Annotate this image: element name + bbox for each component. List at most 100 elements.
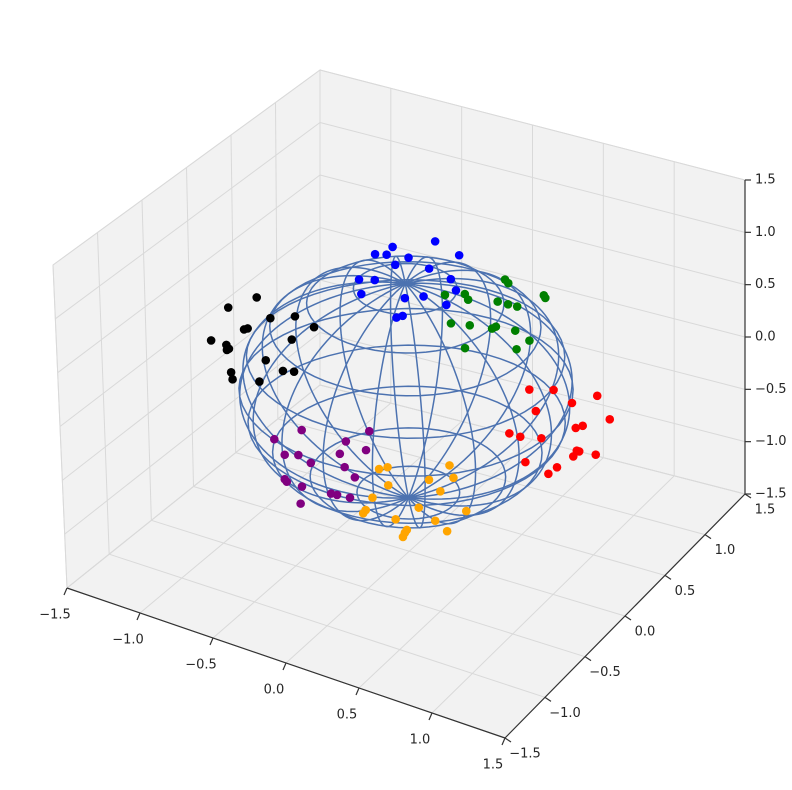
point xyxy=(446,319,456,328)
point xyxy=(270,434,279,444)
y-tick xyxy=(664,574,672,580)
point xyxy=(335,449,345,459)
point xyxy=(390,260,400,270)
point xyxy=(525,336,534,345)
point xyxy=(446,274,456,284)
point xyxy=(493,297,502,306)
wireframe-line xyxy=(238,307,574,477)
point xyxy=(354,275,364,284)
point xyxy=(255,377,264,386)
point xyxy=(503,278,513,288)
wireframe-line xyxy=(271,385,543,525)
point xyxy=(368,493,377,502)
point xyxy=(512,344,521,354)
point xyxy=(592,391,602,401)
y-tick xyxy=(704,534,712,540)
point xyxy=(287,335,297,344)
y-tick xyxy=(624,615,632,621)
point xyxy=(591,450,601,459)
z-tick-label: −1.0 xyxy=(755,434,787,449)
grid-line xyxy=(55,122,321,320)
point xyxy=(419,292,428,301)
point xyxy=(278,366,288,376)
point xyxy=(224,344,234,354)
y-tick xyxy=(544,696,552,702)
y-tick-label: 0.0 xyxy=(635,625,656,640)
point xyxy=(223,303,233,312)
point xyxy=(297,425,306,435)
point xyxy=(572,446,582,455)
point xyxy=(449,473,458,483)
point xyxy=(361,445,371,455)
point xyxy=(521,457,530,467)
point xyxy=(578,421,588,431)
point xyxy=(460,343,470,353)
z-tick-label: 1.5 xyxy=(755,173,776,188)
point xyxy=(282,477,292,487)
wireframe-line xyxy=(247,344,567,507)
point xyxy=(503,300,513,309)
point xyxy=(436,486,445,496)
point xyxy=(206,336,216,345)
point xyxy=(491,322,501,331)
x-tick-label: 0.5 xyxy=(337,708,358,723)
point xyxy=(567,398,577,408)
point xyxy=(243,324,252,333)
point xyxy=(289,367,299,376)
grid-line xyxy=(66,384,321,589)
point xyxy=(294,450,303,460)
grid-line xyxy=(319,122,746,233)
grid-line xyxy=(109,553,546,698)
point xyxy=(549,385,558,395)
point xyxy=(463,295,473,305)
point xyxy=(364,426,374,436)
point xyxy=(404,253,413,262)
y-tick-label: 1.0 xyxy=(715,543,736,558)
x-tick xyxy=(428,712,433,721)
point xyxy=(306,458,316,468)
point xyxy=(226,367,236,377)
point xyxy=(358,509,368,518)
point xyxy=(442,526,452,536)
point xyxy=(280,450,290,460)
x-tick-label: −1.5 xyxy=(39,608,71,623)
grid-line xyxy=(319,69,746,181)
point xyxy=(571,423,581,433)
point xyxy=(461,506,471,516)
y-tick xyxy=(744,493,752,499)
grid-line xyxy=(151,519,586,658)
point xyxy=(515,432,525,442)
x-tick-label: 0.0 xyxy=(264,683,285,698)
y-tick-label: 0.5 xyxy=(675,584,696,599)
x-tick xyxy=(282,662,287,671)
grid-line xyxy=(319,384,746,495)
y-tick-label: −1.0 xyxy=(549,706,581,721)
x-tick-label: −1.0 xyxy=(112,633,144,648)
x-tick-label: 1.0 xyxy=(410,733,431,748)
point xyxy=(252,293,261,302)
x-tick xyxy=(136,612,141,621)
x-axis xyxy=(66,587,506,739)
wireframe-line xyxy=(268,260,542,397)
point xyxy=(261,355,271,365)
grid-line xyxy=(319,174,746,286)
point xyxy=(440,290,450,300)
x-tick xyxy=(63,587,68,596)
point xyxy=(398,532,408,542)
point xyxy=(400,293,410,303)
point xyxy=(340,462,349,472)
point xyxy=(374,464,384,474)
grid-line xyxy=(193,486,626,617)
point xyxy=(424,475,434,485)
point xyxy=(388,242,397,252)
point xyxy=(383,462,392,472)
point xyxy=(297,482,307,491)
y-tick xyxy=(584,656,592,662)
point xyxy=(465,321,475,330)
point xyxy=(350,473,360,482)
point xyxy=(605,415,615,424)
point xyxy=(451,286,461,295)
grid-line xyxy=(59,227,321,427)
x-tick xyxy=(501,737,506,746)
